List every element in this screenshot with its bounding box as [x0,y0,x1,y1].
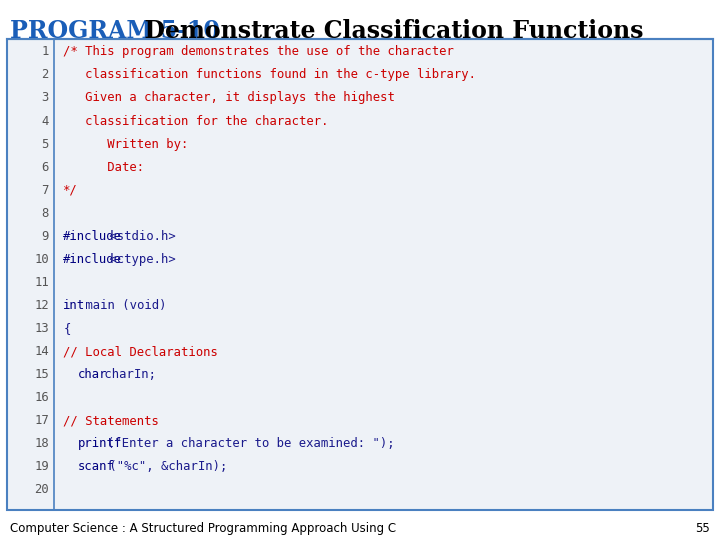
Text: 7: 7 [42,184,49,197]
Text: classification for the character.: classification for the character. [63,114,329,127]
Text: 2: 2 [42,69,49,82]
Text: Demonstrate Classification Functions: Demonstrate Classification Functions [128,19,644,43]
Text: 15: 15 [35,368,49,381]
Text: 13: 13 [35,322,49,335]
Text: 18: 18 [35,437,49,450]
Text: #include: #include [63,253,122,266]
Text: 9: 9 [42,230,49,243]
Text: int: int [63,299,86,312]
Text: {: { [63,322,71,335]
Text: 14: 14 [35,345,49,358]
Text: 16: 16 [35,391,49,404]
Text: printf: printf [78,437,122,450]
Text: 1: 1 [42,45,49,58]
Text: classification functions found in the c-type library.: classification functions found in the c-… [63,69,477,82]
Text: // Local Declarations: // Local Declarations [63,345,218,358]
Text: Given a character, it displays the highest: Given a character, it displays the highe… [63,91,395,104]
Text: main (void): main (void) [78,299,166,312]
Text: 3: 3 [42,91,49,104]
Text: 8: 8 [42,207,49,220]
Text: Date:: Date: [63,160,145,174]
Text: 55: 55 [696,522,710,535]
Text: ("Enter a character to be examined: ");: ("Enter a character to be examined: "); [107,437,395,450]
Text: Written by:: Written by: [63,138,189,151]
Text: // Statements: // Statements [63,414,159,427]
Text: <ctype.h>: <ctype.h> [102,253,176,266]
Bar [7,39,713,510]
Text: 6: 6 [42,160,49,174]
Text: 5: 5 [42,138,49,151]
Text: /* This program demonstrates the use of the character: /* This program demonstrates the use of … [63,45,454,58]
Text: 12: 12 [35,299,49,312]
Text: ("%c", &charIn);: ("%c", &charIn); [102,461,228,474]
Text: #include: #include [63,230,122,243]
Text: 20: 20 [35,483,49,496]
Text: charIn;: charIn; [97,368,156,381]
Text: PROGRAM 5-10: PROGRAM 5-10 [10,19,220,43]
Text: 11: 11 [35,276,49,289]
Text: Computer Science : A Structured Programming Approach Using C: Computer Science : A Structured Programm… [10,522,396,535]
Text: 19: 19 [35,461,49,474]
Text: 4: 4 [42,114,49,127]
Text: 10: 10 [35,253,49,266]
Text: 17: 17 [35,414,49,427]
Text: */: */ [63,184,78,197]
Text: <stdio.h>: <stdio.h> [102,230,176,243]
Text: scanf: scanf [78,461,114,474]
Text: char: char [78,368,107,381]
